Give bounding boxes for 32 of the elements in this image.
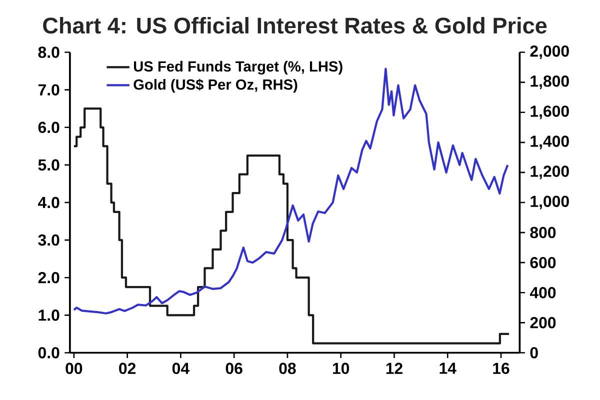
x-tick-label: 10 [332,362,350,374]
y2-tick-label: 1,400 [530,136,569,150]
legend-label: US Fed Funds Target (%, LHS) [134,60,342,75]
y-tick-label: 6.0 [38,122,60,134]
x-tick-label: 04 [172,362,190,374]
y2-tick-label: 200 [530,317,556,328]
x-tick-label: 12 [386,362,402,374]
y2-tick-label: 1,600 [530,106,569,120]
y-tick-label: 1.0 [38,310,60,321]
y-tick-label: 3.0 [38,234,60,246]
y2-tick-label: 1,000 [530,196,569,210]
x-tick-label: 16 [493,362,510,374]
y2-tick-label: 600 [530,256,556,268]
chart-title: Chart 4: US Official Interest Rates & Gold Price [43,17,547,34]
y-tick-label: 7.0 [38,84,60,96]
y-tick-label: 0.0 [38,347,60,358]
y2-tick-label: 1,800 [530,76,569,90]
y2-tick-label: 0 [530,347,538,358]
y2-tick-label: 800 [530,226,556,238]
y2-tick-label: 2,000 [530,45,569,60]
x-tick-label: 14 [440,362,456,374]
y-tick-label: 4.0 [38,196,60,208]
legend-label: Gold (US$ Per Oz, RHS) [134,78,298,93]
x-tick-label: 02 [119,362,136,374]
y2-tick-label: 400 [530,287,556,298]
x-tick-label: 08 [279,362,296,374]
y2-tick-label: 1,200 [530,166,569,180]
x-tick-label: 00 [66,362,82,374]
y-tick-label: 8.0 [38,46,60,58]
y-tick-label: 5.0 [38,159,60,171]
x-tick-label: 06 [226,362,242,374]
y-tick-label: 2.0 [38,272,60,284]
